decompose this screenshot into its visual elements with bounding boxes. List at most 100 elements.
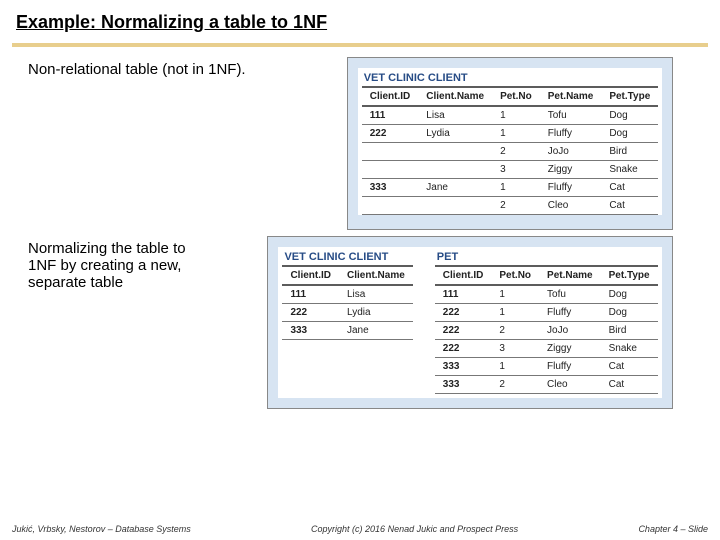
table-cell: JoJo [539, 322, 601, 340]
table-cell: Lydia [418, 125, 492, 143]
table-cell: Fluffy [540, 179, 602, 197]
table-client: Client.IDClient.Name111Lisa222Lydia333Ja… [282, 265, 412, 340]
table-cell: 333 [435, 358, 492, 376]
label-non-relational: Non-relational table (not in 1NF). [12, 57, 312, 82]
upper-block: Non-relational table (not in 1NF). VET C… [0, 57, 720, 230]
table-cell: Bird [601, 143, 658, 161]
table-header: Pet.Name [539, 266, 601, 285]
table-pet-title: PET [431, 247, 662, 265]
table-cell: Lisa [339, 285, 413, 304]
table-cell: 2 [492, 143, 540, 161]
table-cell: Dog [601, 285, 658, 304]
table-row: 2JoJoBird [362, 143, 659, 161]
table-cell: 1 [492, 106, 540, 125]
table-header: Pet.No [492, 87, 540, 106]
table-top-title: VET CLINIC CLIENT [358, 68, 663, 86]
table-cell: 222 [435, 304, 492, 322]
table-cell: 222 [282, 304, 339, 322]
table-cell [362, 161, 419, 179]
table-cell: Tofu [540, 106, 602, 125]
table-cell [418, 143, 492, 161]
table-header: Pet.No [491, 266, 539, 285]
table-cell: 333 [362, 179, 419, 197]
table-cell [418, 161, 492, 179]
label-1nf: Normalizing the table to 1NF by creating… [12, 236, 232, 295]
table-row: 111Lisa1TofuDog [362, 106, 659, 125]
lower-block: Normalizing the table to 1NF by creating… [0, 230, 720, 409]
table-row: 2CleoCat [362, 197, 659, 215]
table-cell: Cat [601, 179, 658, 197]
table-pet: Client.IDPet.NoPet.NamePet.Type1111TofuD… [435, 265, 658, 394]
table-row: 3331FluffyCat [435, 358, 658, 376]
table-row: 3332CleoCat [435, 376, 658, 394]
table-cell: Cat [601, 376, 658, 394]
table-cell: Cat [601, 358, 658, 376]
table-row: 2223ZiggySnake [435, 340, 658, 358]
table-cell: Cat [601, 197, 658, 215]
footer-left: Jukić, Vrbsky, Nestorov – Database Syste… [12, 524, 191, 534]
table-cell: 111 [362, 106, 419, 125]
table-cell: Jane [339, 322, 413, 340]
table-header: Client.ID [362, 87, 419, 106]
table-cell: 2 [491, 376, 539, 394]
table-cell: 111 [282, 285, 339, 304]
table-cell: 333 [435, 376, 492, 394]
title-underline [12, 43, 708, 47]
figure-1nf: VET CLINIC CLIENT Client.IDClient.Name11… [267, 236, 672, 409]
table-cell: Dog [601, 106, 658, 125]
table-top: Client.IDClient.NamePet.NoPet.NamePet.Ty… [362, 86, 659, 215]
table-row: 333Jane [282, 322, 412, 340]
table-cell: 3 [491, 340, 539, 358]
table-cell: Snake [601, 161, 658, 179]
footer-right: Chapter 4 – Slide [638, 524, 708, 534]
table-row: 111Lisa [282, 285, 412, 304]
table-header: Client.Name [418, 87, 492, 106]
table-cell: Fluffy [539, 304, 601, 322]
table-cell: 1 [491, 304, 539, 322]
table-cell: 1 [491, 358, 539, 376]
table-cell: Lydia [339, 304, 413, 322]
table-cell: 222 [435, 322, 492, 340]
table-cell: 1 [491, 285, 539, 304]
footer-center: Copyright (c) 2016 Nenad Jukic and Prosp… [311, 524, 518, 534]
table-cell: Snake [601, 340, 658, 358]
table-cell: JoJo [540, 143, 602, 161]
table-row: 333Jane1FluffyCat [362, 179, 659, 197]
table-cell: 1 [492, 179, 540, 197]
table-row: 2222JoJoBird [435, 322, 658, 340]
table-cell: 111 [435, 285, 492, 304]
table-cell [362, 197, 419, 215]
table-header: Pet.Type [601, 266, 658, 285]
footer: Jukić, Vrbsky, Nestorov – Database Syste… [12, 524, 708, 534]
table-cell: 222 [435, 340, 492, 358]
table-cell: Dog [601, 304, 658, 322]
table-cell: Fluffy [539, 358, 601, 376]
table-cell: Bird [601, 322, 658, 340]
table-cell: Lisa [418, 106, 492, 125]
table-cell: Tofu [539, 285, 601, 304]
table-cell: Ziggy [539, 340, 601, 358]
table-cell: Cleo [540, 197, 602, 215]
table-cell: 3 [492, 161, 540, 179]
table-cell: 333 [282, 322, 339, 340]
table-cell [418, 197, 492, 215]
table-cell: Ziggy [540, 161, 602, 179]
table-cell: 222 [362, 125, 419, 143]
slide-title: Example: Normalizing a table to 1NF [0, 0, 720, 39]
table-cell: Jane [418, 179, 492, 197]
table-cell: Fluffy [540, 125, 602, 143]
table-header: Client.ID [282, 266, 339, 285]
table-row: 3ZiggySnake [362, 161, 659, 179]
table-cell: 2 [492, 197, 540, 215]
table-cell: 1 [492, 125, 540, 143]
table-cell [362, 143, 419, 161]
table-row: 1111TofuDog [435, 285, 658, 304]
table-header: Client.ID [435, 266, 492, 285]
figure-non-1nf: VET CLINIC CLIENT Client.IDClient.NamePe… [347, 57, 674, 230]
table-cell: Cleo [539, 376, 601, 394]
table-row: 222Lydia1FluffyDog [362, 125, 659, 143]
table-header: Client.Name [339, 266, 413, 285]
table-row: 2221FluffyDog [435, 304, 658, 322]
table-header: Pet.Name [540, 87, 602, 106]
table-cell: Dog [601, 125, 658, 143]
